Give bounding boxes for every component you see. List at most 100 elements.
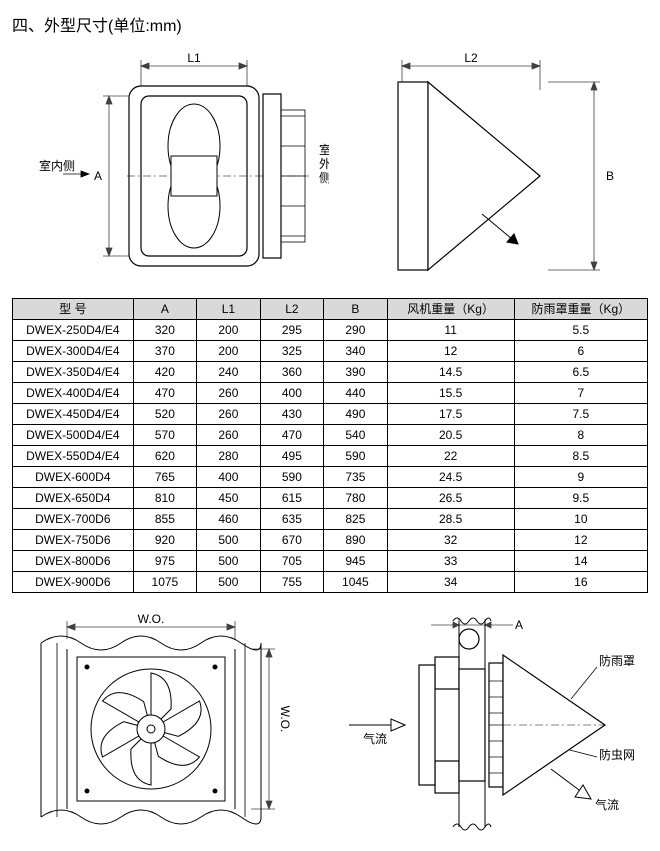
table-cell: 765 (133, 467, 197, 488)
airflow-left-label: 气流 (363, 731, 387, 746)
table-cell: 470 (133, 383, 197, 404)
table-cell: 520 (133, 404, 197, 425)
table-cell: 490 (324, 404, 388, 425)
table-cell: DWEX-500D4/E4 (13, 425, 134, 446)
table-cell: 450 (197, 488, 261, 509)
table-row: DWEX-350D4/E442024036039014.56.5 (13, 362, 648, 383)
table-cell: 7 (514, 383, 647, 404)
table-head: 型 号AL1L2B风机重量（Kg）防雨罩重量（Kg） (13, 299, 648, 320)
table-cell: 12 (514, 530, 647, 551)
table-cell: 620 (133, 446, 197, 467)
table-cell: 400 (197, 467, 261, 488)
table-cell: 33 (387, 551, 514, 572)
table-cell: 14.5 (387, 362, 514, 383)
table-cell: 735 (324, 467, 388, 488)
table-cell: 500 (197, 551, 261, 572)
table-cell: 280 (197, 446, 261, 467)
table-row: DWEX-550D4/E4620280495590228.5 (13, 446, 648, 467)
table-cell: 975 (133, 551, 197, 572)
table-cell: 705 (260, 551, 324, 572)
insect-net-label: 防虫网 (599, 747, 635, 762)
table-row: DWEX-500D4/E457026047054020.58 (13, 425, 648, 446)
table-cell: 325 (260, 341, 324, 362)
dim-l2-text: L2 (464, 51, 478, 65)
table-row: DWEX-750D69205006708903212 (13, 530, 648, 551)
table-cell: 9 (514, 467, 647, 488)
table-cell: 320 (133, 320, 197, 341)
dim-b-text: B (606, 169, 614, 183)
table-cell: 825 (324, 509, 388, 530)
table-cell: 370 (133, 341, 197, 362)
table-cell: 200 (197, 320, 261, 341)
table-cell: 500 (197, 530, 261, 551)
table-row: DWEX-250D4/E4320200295290115.5 (13, 320, 648, 341)
table-cell: 1075 (133, 572, 197, 593)
table-cell: 17.5 (387, 404, 514, 425)
table-header-cell: 防雨罩重量（Kg） (514, 299, 647, 320)
table-cell: 28.5 (387, 509, 514, 530)
table-cell: 22 (387, 446, 514, 467)
table-cell: DWEX-800D6 (13, 551, 134, 572)
table-cell: DWEX-650D4 (13, 488, 134, 509)
table-cell: 295 (260, 320, 324, 341)
table-header-cell: B (324, 299, 388, 320)
indoor-label: 室内侧 (38, 158, 74, 173)
table-cell: 495 (260, 446, 324, 467)
table-cell: DWEX-600D4 (13, 467, 134, 488)
dim-l1-text: L1 (187, 51, 201, 65)
table-cell: 16 (514, 572, 647, 593)
bottom-diagram-row: W.O. W.O. (12, 609, 648, 839)
table-header-cell: 型 号 (13, 299, 134, 320)
table-cell: DWEX-700D6 (13, 509, 134, 530)
table-cell: 290 (324, 320, 388, 341)
table-cell: 460 (197, 509, 261, 530)
table-cell: 430 (260, 404, 324, 425)
table-cell: 14 (514, 551, 647, 572)
table-cell: 5.5 (514, 320, 647, 341)
table-cell: 260 (197, 404, 261, 425)
table-cell: 670 (260, 530, 324, 551)
wo-v-label: W.O. (278, 706, 292, 733)
table-cell: 570 (133, 425, 197, 446)
table-cell: 1045 (324, 572, 388, 593)
table-cell: 260 (197, 425, 261, 446)
dim-a-side-text: A (515, 618, 523, 632)
table-cell: DWEX-400D4/E4 (13, 383, 134, 404)
table-header-cell: L2 (260, 299, 324, 320)
dim-a-text: A (93, 169, 101, 183)
table-cell: 6.5 (514, 362, 647, 383)
table-cell: 920 (133, 530, 197, 551)
table-cell: 440 (324, 383, 388, 404)
table-cell: DWEX-450D4/E4 (13, 404, 134, 425)
table-cell: 340 (324, 341, 388, 362)
rain-cover-label: 防雨罩 (599, 653, 635, 668)
table-cell: 10 (514, 509, 647, 530)
table-cell: 34 (387, 572, 514, 593)
outdoor-label: 室外侧 (319, 142, 329, 185)
table-cell: 20.5 (387, 425, 514, 446)
table-header-cell: A (133, 299, 197, 320)
table-body: DWEX-250D4/E4320200295290115.5DWEX-300D4… (13, 320, 648, 593)
table-cell: 400 (260, 383, 324, 404)
table-cell: DWEX-900D6 (13, 572, 134, 593)
table-cell: 780 (324, 488, 388, 509)
table-cell: 6 (514, 341, 647, 362)
top-diagram-row: L1 A 室内侧 室外侧 (12, 46, 648, 286)
table-cell: 590 (260, 467, 324, 488)
table-row: DWEX-600D476540059073524.59 (13, 467, 648, 488)
table-cell: 32 (387, 530, 514, 551)
table-cell: 470 (260, 425, 324, 446)
table-cell: DWEX-550D4/E4 (13, 446, 134, 467)
table-cell: 8.5 (514, 446, 647, 467)
fan-front-diagram: W.O. W.O. (21, 609, 301, 839)
table-row: DWEX-650D481045061578026.59.5 (13, 488, 648, 509)
table-cell: 11 (387, 320, 514, 341)
table-row: DWEX-700D685546063582528.510 (13, 509, 648, 530)
table-cell: 8 (514, 425, 647, 446)
side-view-diagram: L2 B (362, 46, 632, 286)
table-cell: 755 (260, 572, 324, 593)
table-header-cell: L1 (197, 299, 261, 320)
table-cell: 635 (260, 509, 324, 530)
table-cell: DWEX-750D6 (13, 530, 134, 551)
table-cell: 390 (324, 362, 388, 383)
